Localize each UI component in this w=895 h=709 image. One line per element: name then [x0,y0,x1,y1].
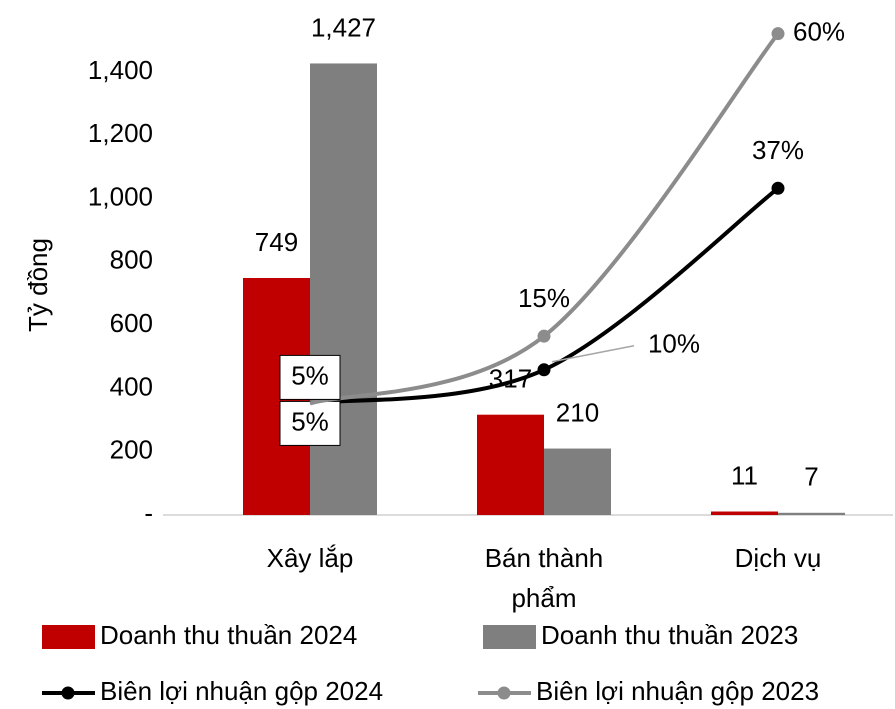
bar-value-label: 11 [731,460,758,490]
y-tick-label: 400 [110,371,153,401]
bar [310,63,377,516]
x-tick-label: Xây lắp [267,543,354,573]
legend-swatch [483,625,536,649]
line [309,32,780,406]
line-point [537,363,551,377]
line-point [537,329,551,343]
line-value-label: 5% [291,360,329,390]
legend-label: Biên lợi nhuận gộp 2023 [536,676,819,706]
x-tick-label: Dịch vụ [735,543,822,573]
leader-line [551,345,635,363]
legend-swatch [497,686,511,700]
y-tick-label: - [144,498,153,528]
bar-value-label: 1,427 [311,12,376,42]
line-value-label: 60% [793,17,845,47]
bar [778,512,845,515]
x-tick-label: Bán thành phẩm [485,543,604,613]
line-point [771,181,785,195]
legend-swatch [42,625,95,649]
bar-value-label: 210 [556,397,599,427]
line-value-label: 37% [752,135,804,165]
bar [544,448,611,515]
y-tick-label: 800 [110,245,153,275]
y-axis-title: Tỷ đồng [23,238,53,332]
y-tick-label: 1,200 [88,118,153,148]
line-value-label: 15% [518,283,570,313]
line-value-label: 10% [648,329,700,359]
legend-label: Doanh thu thuần 2024 [100,620,357,650]
label-box [279,400,341,446]
line-point [771,27,785,41]
label-box [279,354,341,400]
y-tick-label: 1,400 [88,55,153,85]
legend-label: Biên lợi nhuận gộp 2024 [100,676,383,706]
bar-value-label: 7 [804,462,818,492]
bar [711,511,778,515]
legend-swatch [61,686,75,700]
y-tick-label: 600 [110,308,153,338]
bar [477,414,544,515]
legend-label: Doanh thu thuần 2023 [541,620,798,650]
y-tick-label: 200 [110,435,153,465]
y-tick-label: 1,000 [88,181,153,211]
bar-value-label: 749 [255,227,298,257]
line-value-label: 5% [291,406,329,436]
